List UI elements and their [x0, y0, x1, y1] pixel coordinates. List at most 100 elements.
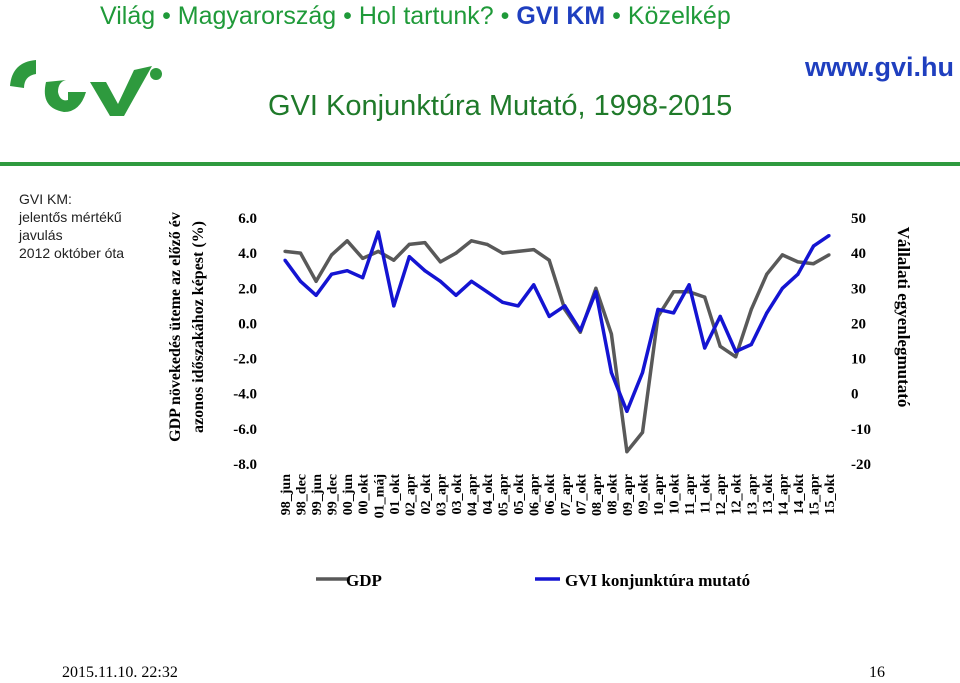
x-tick-label: 15_apr	[807, 474, 822, 516]
data-point	[516, 304, 520, 308]
data-point	[547, 258, 551, 262]
nav-item[interactable]: Világ	[100, 2, 156, 30]
x-tick-label: 10_okt	[668, 474, 683, 515]
y2-tick-label: -10	[851, 422, 871, 438]
legend-label: GVI konjunktúra mutató	[565, 571, 750, 590]
data-point	[547, 314, 551, 318]
x-tick-label: 12_okt	[730, 474, 745, 515]
data-point	[656, 307, 660, 311]
x-tick-label: 11_apr	[683, 474, 698, 515]
data-point	[765, 272, 769, 276]
data-point	[749, 307, 753, 311]
data-point	[407, 242, 411, 246]
nav-item[interactable]: Közelkép	[627, 2, 731, 30]
data-point	[796, 272, 800, 276]
data-point	[827, 234, 831, 238]
data-point	[718, 344, 722, 348]
y2-tick-label: -20	[851, 457, 871, 473]
y-axis-title: GDP növekedés üteme az előző év	[167, 212, 184, 442]
y2-tick-label: 20	[851, 316, 866, 332]
nav-separator: •	[336, 2, 359, 30]
data-point	[734, 349, 738, 354]
data-point	[780, 286, 785, 290]
data-point	[501, 300, 505, 304]
y-tick-label: -8.0	[233, 457, 257, 473]
x-tick-label: 04_okt	[481, 474, 496, 515]
x-tick-label: 06_apr	[528, 474, 543, 516]
side-note-line: javulás	[19, 227, 63, 243]
series-line-gvi	[283, 230, 830, 414]
data-point	[314, 279, 318, 283]
data-point	[827, 253, 831, 257]
y2-tick-label: 50	[851, 211, 866, 227]
data-point	[361, 256, 365, 260]
data-point	[485, 290, 489, 294]
x-tick-label: 09_apr	[621, 474, 636, 516]
x-tick-label: 00_jun	[341, 474, 356, 515]
data-point	[609, 332, 614, 336]
x-tick-label: 02_okt	[419, 474, 434, 515]
x-tick-label: 02_apr	[403, 474, 418, 516]
data-point	[811, 262, 816, 266]
data-point	[376, 230, 380, 234]
x-tick-label: 00_okt	[357, 474, 372, 515]
x-tick-label: 10_apr	[652, 474, 667, 516]
data-point	[703, 346, 707, 350]
x-tick-label: 14_apr	[776, 474, 791, 516]
data-point	[283, 258, 287, 262]
y-tick-label: -2.0	[233, 352, 257, 368]
nav-separator: •	[605, 2, 628, 30]
x-tick-label: 03_apr	[434, 474, 449, 516]
x-tick-label: 07_apr	[559, 474, 574, 516]
data-point	[454, 293, 458, 297]
footer-date: 2015.11.10. 22:32	[62, 664, 178, 681]
data-point	[796, 260, 800, 264]
x-tick-label: 05_okt	[512, 474, 527, 515]
data-point	[594, 286, 598, 290]
y-tick-label: 0.0	[238, 316, 257, 332]
data-point	[298, 279, 303, 283]
data-point	[469, 279, 474, 283]
data-point	[298, 251, 303, 255]
data-point	[640, 430, 645, 434]
data-point	[438, 279, 442, 283]
nav-item[interactable]: Hol tartunk?	[358, 2, 494, 30]
site-url[interactable]: www.gvi.hu	[804, 52, 954, 82]
breadcrumb-nav: Világ • Magyarország • Hol tartunk? • GV…	[100, 2, 731, 31]
x-tick-label: 15_okt	[823, 474, 838, 515]
x-tick-label: 13_apr	[745, 474, 760, 516]
x-tick-label: 99_jun	[310, 474, 325, 515]
data-point	[485, 242, 489, 246]
x-tick-label: 08_okt	[605, 474, 620, 515]
x-tick-label: 05_apr	[497, 474, 512, 516]
y-axis-title: azonos időszakához képest (%)	[190, 221, 207, 433]
data-point	[423, 241, 427, 245]
x-tick-label: 04_apr	[466, 474, 481, 516]
x-tick-label: 11_okt	[699, 474, 714, 514]
data-point	[749, 342, 753, 347]
data-point	[501, 251, 505, 255]
data-point	[687, 283, 691, 287]
data-point	[407, 255, 411, 259]
x-tick-label: 98_dec	[295, 474, 310, 515]
data-point	[283, 249, 287, 253]
data-point	[330, 272, 334, 276]
nav-separator: •	[155, 2, 178, 30]
x-tick-label: 13_okt	[761, 474, 776, 515]
y-tick-label: 2.0	[238, 281, 257, 297]
side-note-line: GVI KM:	[19, 191, 72, 207]
data-point	[438, 260, 442, 264]
page-title: GVI Konjunktúra Mutató, 1998-2015	[268, 90, 733, 122]
y-tick-label: 4.0	[238, 246, 257, 262]
data-point	[392, 304, 396, 308]
data-point	[640, 371, 645, 375]
nav-item[interactable]: GVI KM	[516, 2, 606, 30]
x-tick-label: 99_dec	[326, 474, 341, 515]
nav-item[interactable]: Magyarország	[177, 2, 337, 30]
data-point	[469, 239, 474, 243]
data-point	[625, 450, 629, 454]
data-point	[345, 239, 349, 243]
header-divider	[0, 162, 960, 166]
x-tick-label: 07_okt	[574, 474, 589, 515]
